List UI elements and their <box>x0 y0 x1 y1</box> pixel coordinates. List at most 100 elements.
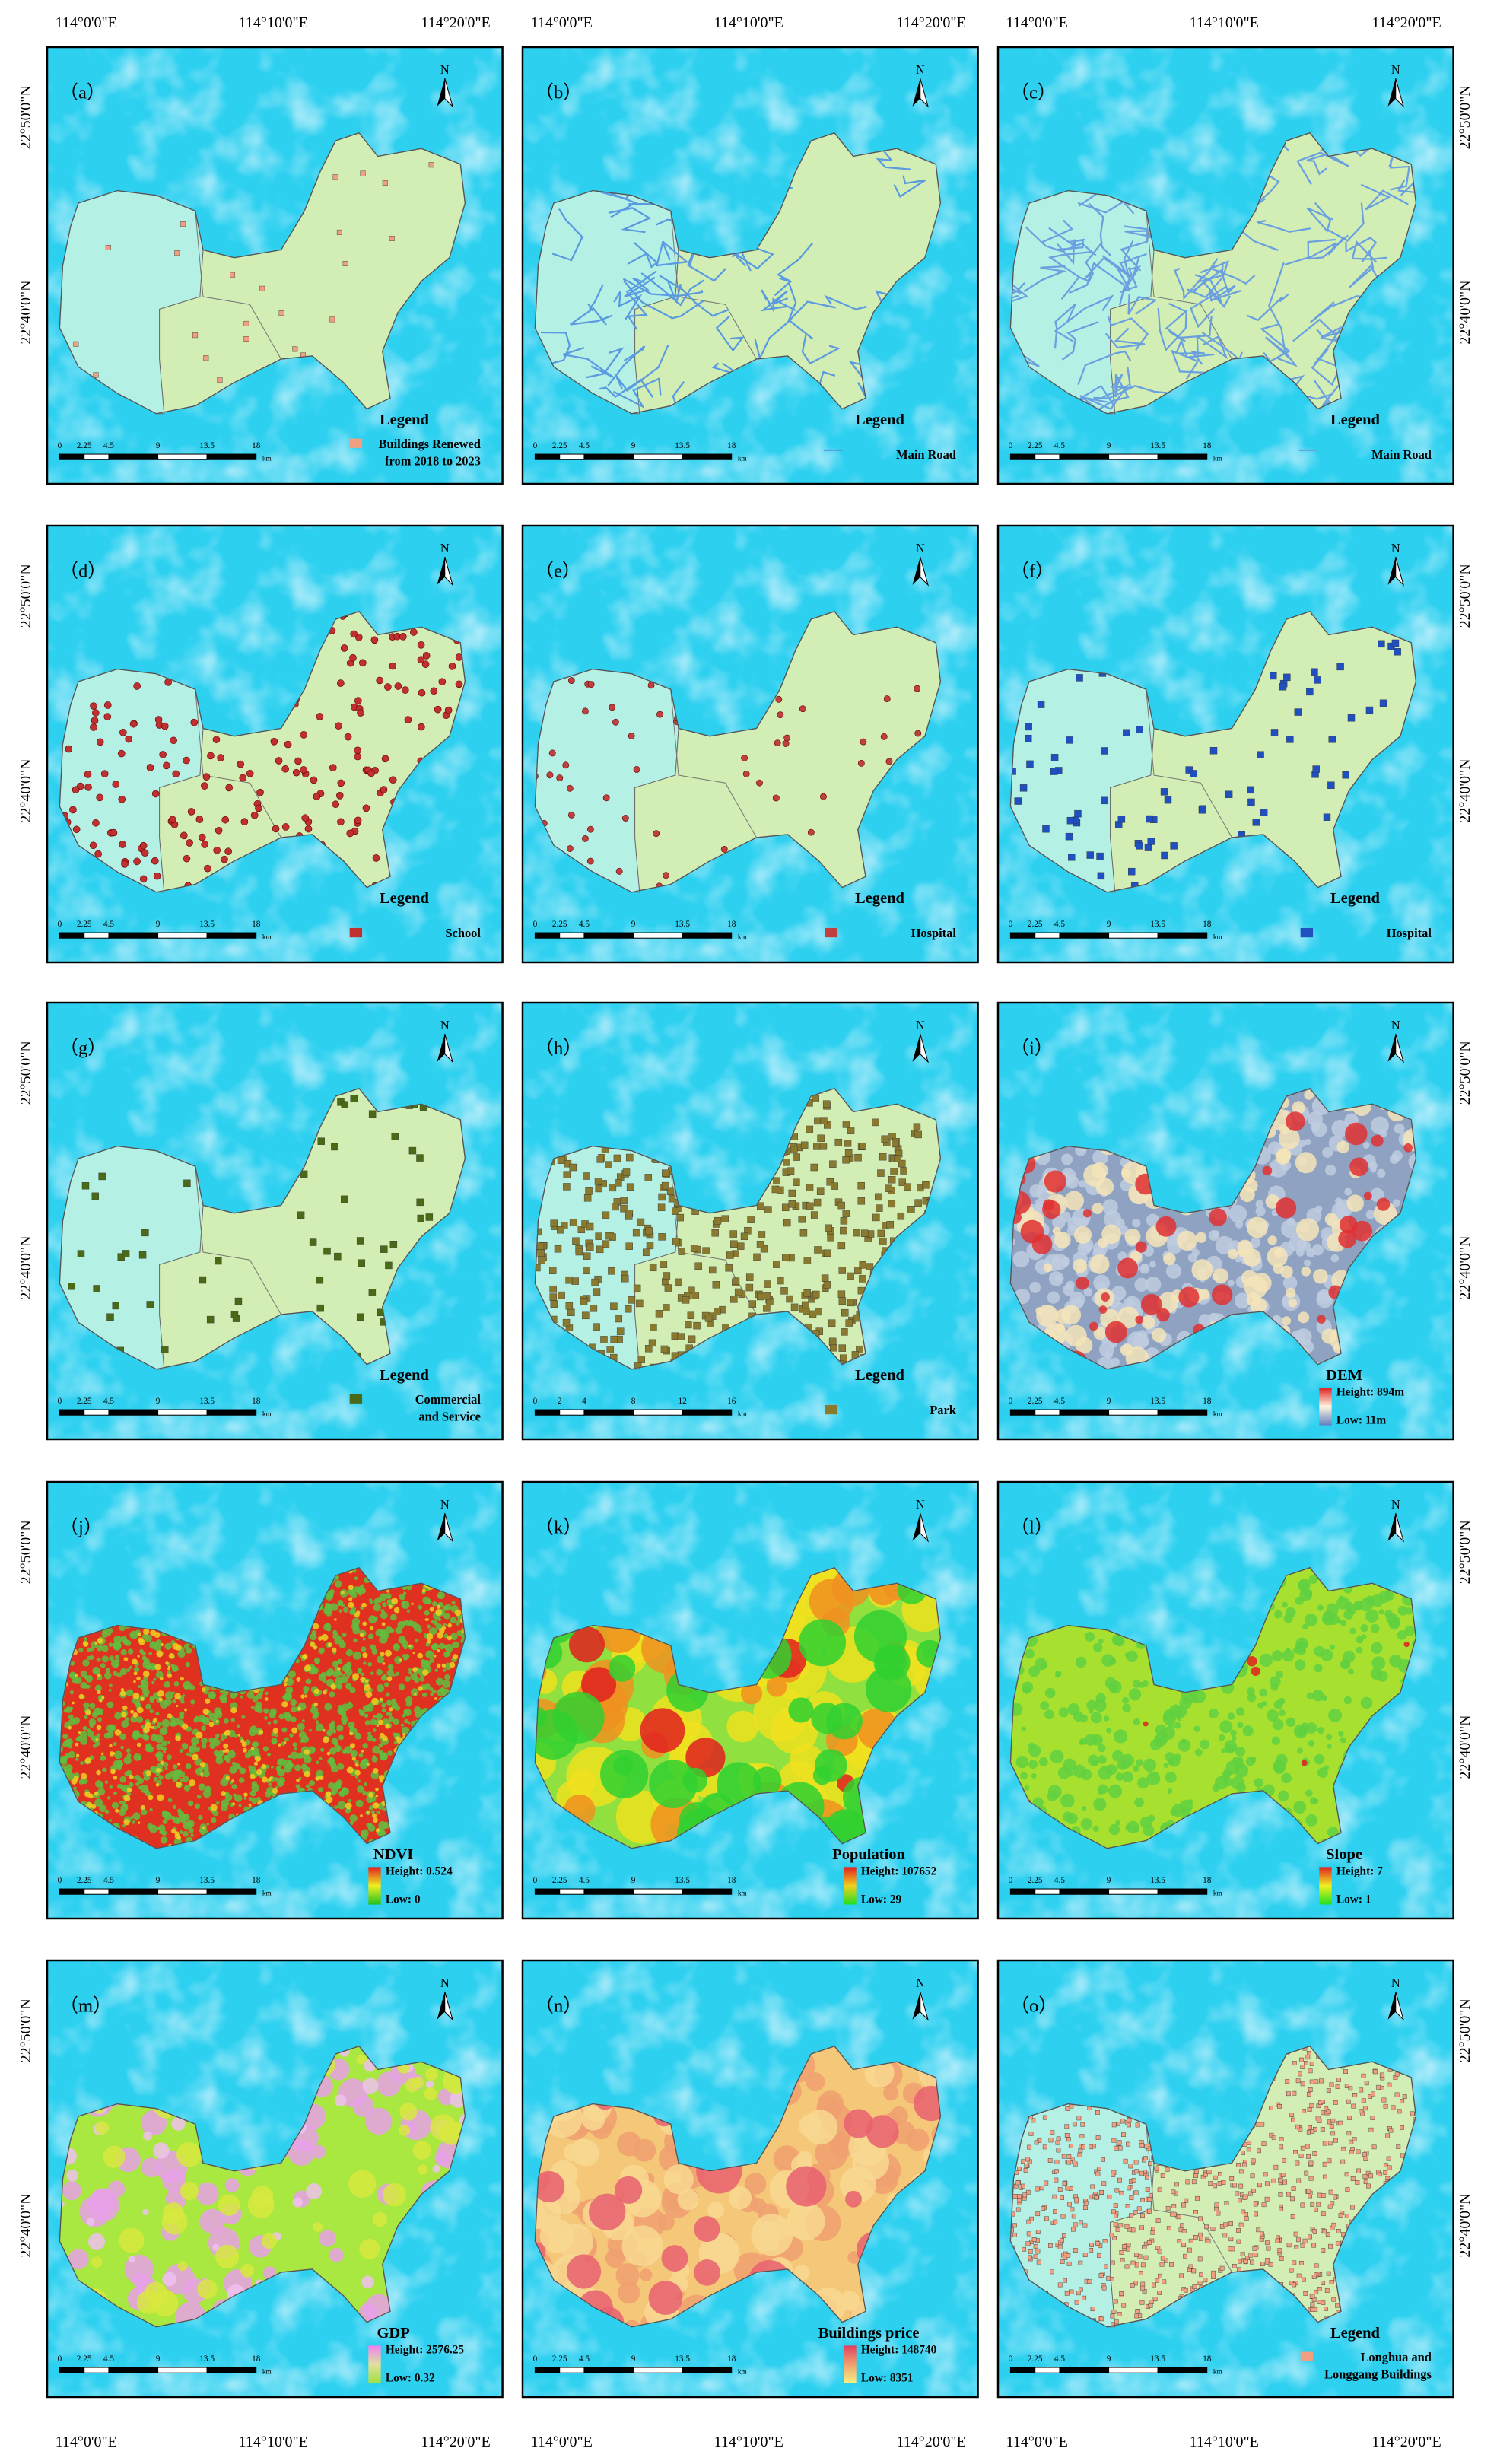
feature-point <box>793 1154 800 1161</box>
scale-segment <box>207 1410 256 1415</box>
feature-point <box>815 1308 822 1315</box>
raster-patch <box>1200 1740 1209 1750</box>
raster-patch <box>414 1706 421 1713</box>
raster-patch <box>211 1804 218 1811</box>
feature-point <box>602 1241 609 1248</box>
raster-patch <box>435 1668 439 1672</box>
raster-patch <box>264 1716 268 1720</box>
scale-label: 13.5 <box>199 1876 215 1885</box>
raster-patch <box>1029 1282 1041 1293</box>
raster-patch <box>199 1783 206 1791</box>
raster-patch <box>1187 1799 1193 1804</box>
feature-point <box>1286 736 1293 742</box>
raster-patch <box>1079 1715 1088 1723</box>
raster-patch <box>225 1749 229 1753</box>
feature-point <box>887 1221 894 1228</box>
feature-point <box>337 680 344 687</box>
scale-label: 4 <box>582 1397 586 1406</box>
raster-patch <box>1174 1722 1181 1728</box>
feature-point <box>1378 641 1384 647</box>
feature-point <box>110 829 117 836</box>
feature-point <box>118 750 125 757</box>
feature-point <box>537 1243 544 1250</box>
feature-point <box>884 695 890 701</box>
raster-patch <box>788 1697 813 1722</box>
feature-point <box>843 1156 850 1163</box>
raster-patch <box>75 1677 82 1684</box>
feature-point <box>293 769 300 776</box>
raster-patch <box>183 1681 192 1690</box>
raster-patch <box>157 1722 161 1727</box>
feature-point <box>563 1183 570 1190</box>
feature-point <box>876 1205 882 1212</box>
feature-point <box>85 784 92 790</box>
panel-label: （i） <box>1010 1038 1053 1059</box>
legend-title: NDVI <box>373 1846 413 1863</box>
raster-patch <box>87 1648 91 1652</box>
raster-patch <box>380 1612 388 1620</box>
raster-patch <box>251 1747 254 1750</box>
raster-patch <box>401 1723 405 1727</box>
scale-label: 0 <box>58 1397 62 1406</box>
scale-label: 9 <box>156 1397 161 1406</box>
raster-patch <box>1281 1772 1292 1783</box>
raster-patch <box>365 1720 370 1725</box>
raster-patch <box>342 1720 347 1725</box>
raster-patch <box>157 1690 164 1697</box>
feature-point <box>678 1334 685 1340</box>
raster-patch <box>146 1664 151 1670</box>
raster-patch <box>1149 1261 1156 1268</box>
raster-patch <box>373 1599 379 1604</box>
raster-patch <box>1262 1165 1272 1175</box>
feature-point <box>722 1216 729 1222</box>
feature-point <box>879 1153 886 1160</box>
raster-patch <box>174 1693 181 1700</box>
feature-point <box>351 631 358 637</box>
feature-point <box>1248 787 1254 793</box>
scale-segment <box>109 454 158 459</box>
feature-point <box>91 717 98 724</box>
raster-patch <box>1198 1289 1209 1300</box>
raster-patch <box>336 1725 343 1731</box>
scale-segment <box>1060 933 1109 938</box>
feature-point <box>180 221 186 227</box>
raster-patch <box>270 1708 277 1715</box>
feature-point <box>839 1298 846 1305</box>
raster-patch <box>195 1731 202 1738</box>
feature-point <box>782 1254 789 1261</box>
feature-point <box>915 1131 922 1138</box>
feature-point <box>361 171 366 176</box>
raster-patch <box>231 1718 235 1722</box>
raster-patch <box>342 1674 345 1677</box>
feature-point <box>359 660 366 666</box>
raster-patch <box>165 1661 168 1664</box>
raster-patch <box>1063 1284 1074 1296</box>
raster-patch <box>389 1605 393 1609</box>
raster-patch <box>1325 1165 1336 1175</box>
raster-patch <box>407 1610 410 1613</box>
feature-point <box>1210 747 1217 754</box>
feature-point <box>688 1312 694 1319</box>
feature-point <box>812 1095 819 1102</box>
feature-point <box>373 854 380 861</box>
scale-label: 2.25 <box>77 920 92 929</box>
raster-patch <box>225 1776 229 1780</box>
raster-patch <box>1315 1206 1322 1213</box>
raster-patch <box>385 1724 390 1729</box>
raster-patch <box>221 1804 227 1811</box>
feature-point <box>675 1279 682 1286</box>
raster-patch <box>427 1633 434 1640</box>
raster-patch <box>141 1652 146 1656</box>
raster-patch <box>145 1743 151 1749</box>
raster-patch <box>205 1785 211 1792</box>
feature-point <box>395 683 402 690</box>
feature-point <box>582 835 588 841</box>
raster-patch <box>114 1712 122 1720</box>
legend-colorbar <box>368 1867 380 1904</box>
feature-point <box>790 1146 797 1153</box>
feature-point <box>564 1172 571 1178</box>
raster-patch <box>1061 1259 1069 1267</box>
feature-point <box>659 1233 666 1240</box>
feature-point <box>191 719 198 726</box>
raster-patch <box>101 1753 103 1755</box>
